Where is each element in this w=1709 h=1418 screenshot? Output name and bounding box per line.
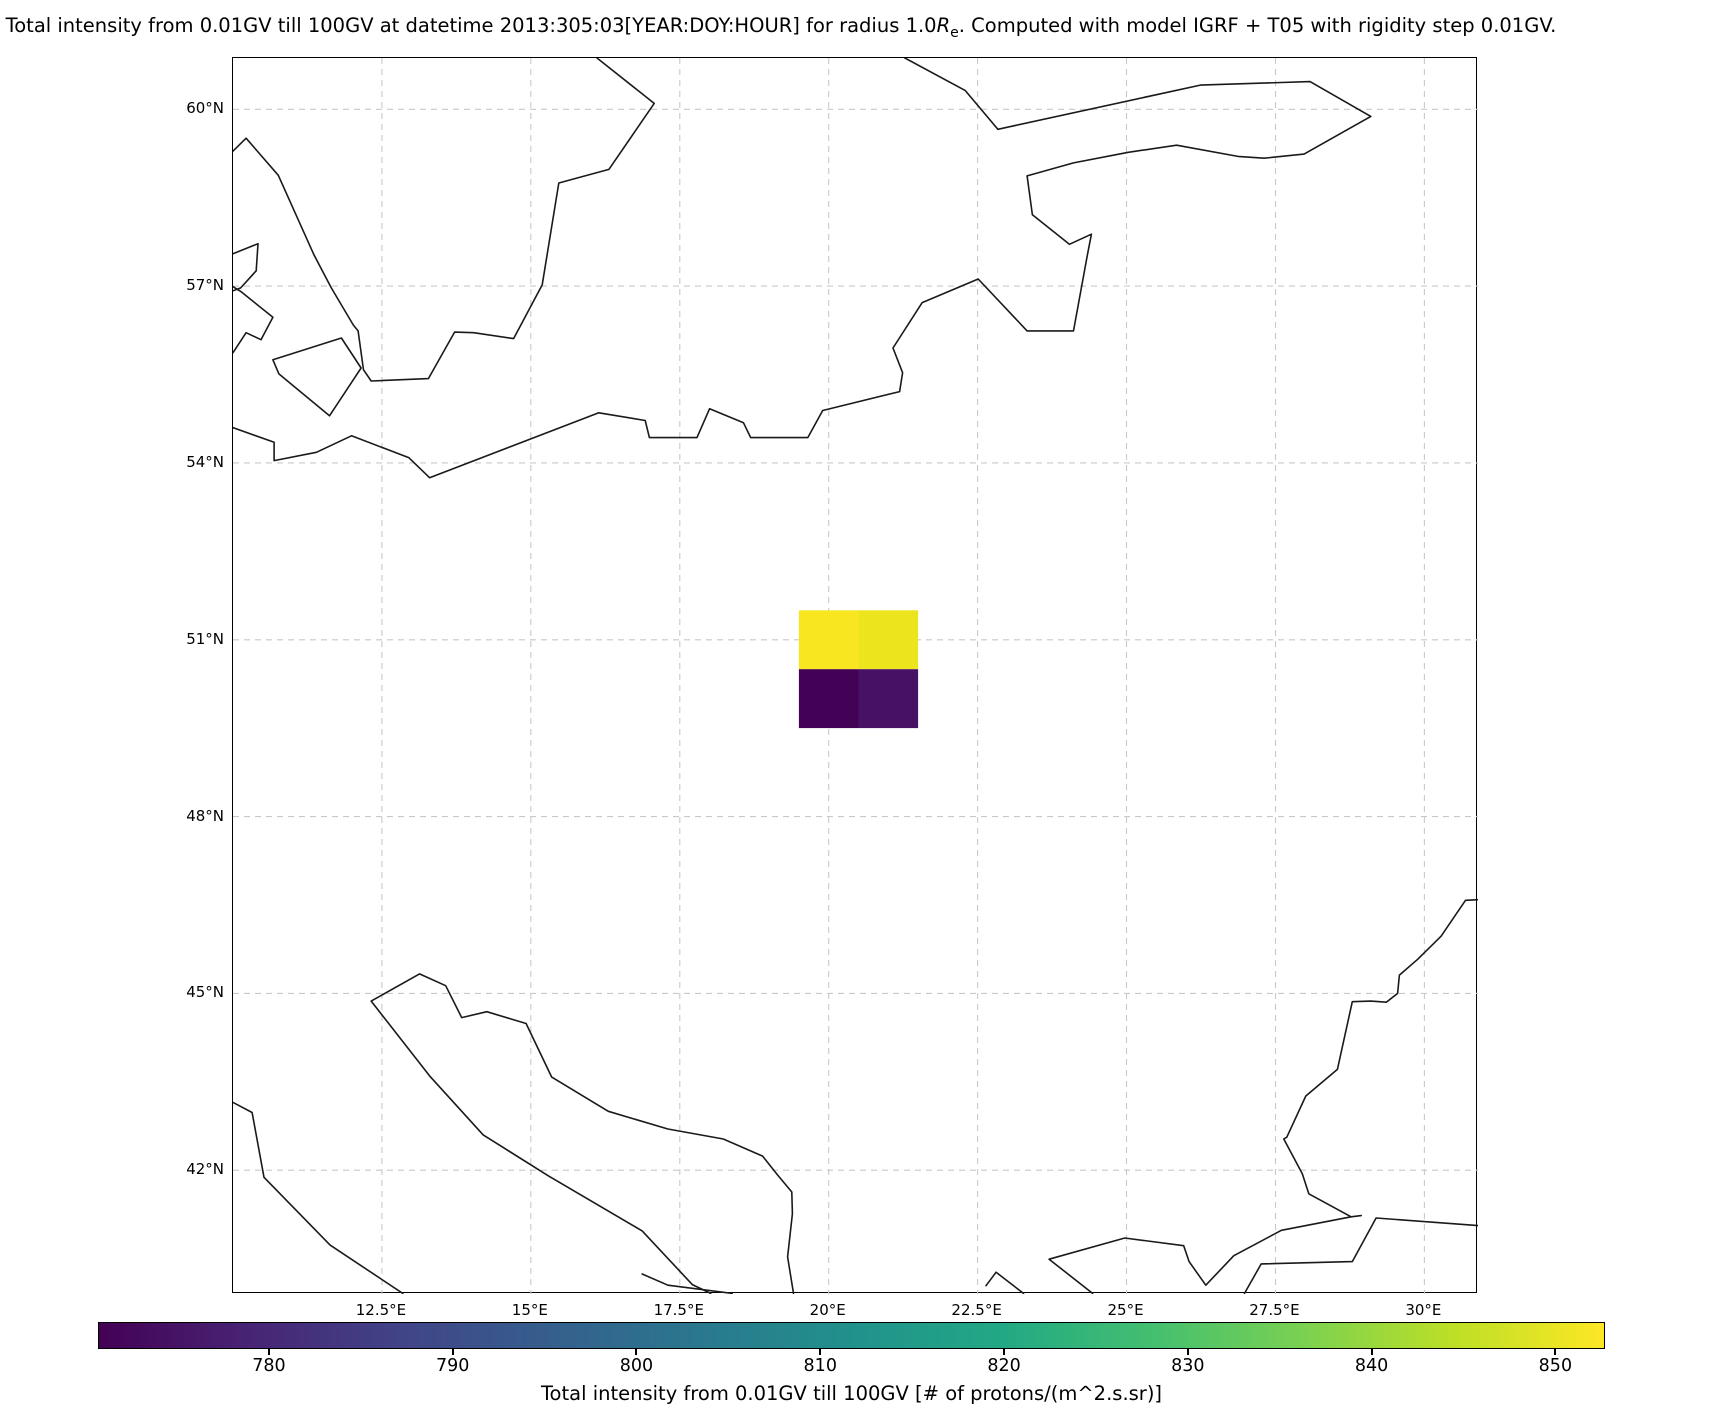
lat-tick-label: 42°N [186, 1160, 224, 1179]
lat-tick-label: 57°N [186, 276, 224, 295]
colorbar-tick-mark [1554, 1349, 1557, 1355]
coastline-zealand [272, 337, 362, 417]
colorbar-tick-label: 790 [435, 1356, 470, 1376]
lon-tick-label: 30°E [1405, 1301, 1442, 1319]
colorbar-label: Total intensity from 0.01GV till 100GV [… [540, 1382, 1163, 1405]
colorbar-tick-mark [635, 1349, 638, 1355]
colorbar-tick-label: 800 [619, 1356, 654, 1376]
map-plot-area [232, 57, 1478, 1294]
coastline-italy-west [233, 1101, 404, 1294]
lat-tick-label: 54°N [186, 452, 224, 471]
colorbar-tick-mark [1186, 1349, 1189, 1355]
coastline-blacksea-west [1283, 898, 1478, 1218]
intensity-cell [858, 610, 919, 670]
lon-tick-label: 22.5°E [951, 1301, 1002, 1319]
coastline-thrace-marmara-north [1048, 1216, 1352, 1294]
colorbar-tick-label: 830 [1171, 1356, 1205, 1376]
lon-tick-label: 25°E [1107, 1301, 1144, 1319]
coastline-thermaic-gulf [985, 1271, 1025, 1294]
plot-title: Total intensity from 0.01GV till 100GV a… [0, 14, 1562, 41]
colorbar-tick-label: 810 [803, 1356, 837, 1376]
colorbar-tick-label: 840 [1354, 1356, 1389, 1376]
colorbar-tick-mark [451, 1349, 454, 1355]
coastline-taranto [641, 1273, 733, 1294]
intensity-cell [798, 669, 859, 729]
lat-tick-label: 45°N [186, 983, 224, 1002]
lon-tick-label: 17.5°E [653, 1301, 704, 1319]
coastline-adriatic [370, 973, 795, 1294]
plot-title-text-after: . Computed with model IGRF + T05 with ri… [958, 14, 1557, 37]
colorbar-tick-label: 820 [987, 1356, 1021, 1376]
lon-tick-label: 15°E [511, 1301, 548, 1319]
lon-tick-label: 20°E [809, 1301, 846, 1319]
coastline-sweden [233, 58, 655, 382]
intensity-cell [798, 610, 859, 670]
colorbar-tick-mark [1370, 1349, 1373, 1355]
lat-tick-label: 60°N [186, 99, 224, 118]
lon-tick-label: 27.5°E [1249, 1301, 1300, 1319]
plot-title-text: Total intensity from 0.01GV till 100GV a… [5, 14, 937, 37]
plot-title-radius-subscript: e [950, 24, 959, 41]
coastline-baltic-finland [233, 58, 1372, 479]
plot-title-radius-symbol: R [936, 14, 951, 37]
map-canvas [233, 58, 1478, 1294]
colorbar-gradient [98, 1322, 1605, 1349]
colorbar-tick-mark [1003, 1349, 1006, 1355]
lon-tick-label: 12.5°E [355, 1301, 407, 1319]
colorbar-tick-label: 780 [252, 1356, 286, 1376]
colorbar-tick-mark [819, 1349, 822, 1355]
coastline-skagen [233, 242, 259, 292]
colorbar-tick-label: 850 [1538, 1356, 1573, 1376]
intensity-cell [858, 669, 919, 729]
lat-tick-label: 51°N [186, 629, 224, 648]
coastline-marmara-south [1243, 1217, 1478, 1294]
colorbar-tick-mark [267, 1349, 270, 1355]
coastline-jutland-east [233, 285, 274, 354]
lat-tick-label: 48°N [186, 806, 224, 825]
